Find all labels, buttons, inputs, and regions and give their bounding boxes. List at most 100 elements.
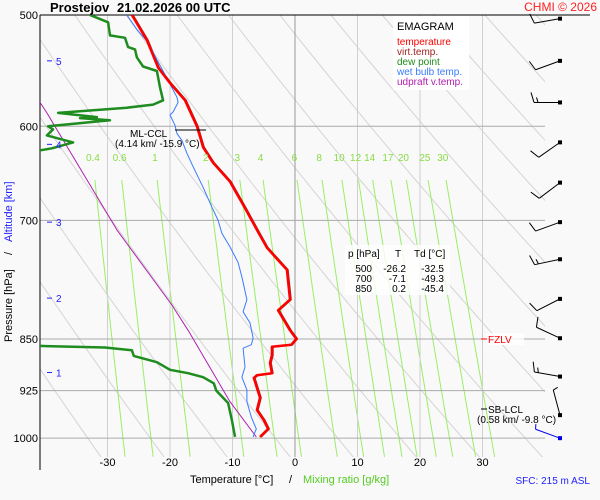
temperature-tick-label: 20 [414,457,426,469]
dry-adiabat-line [432,15,545,141]
wind-barb-half [553,386,558,391]
wind-barb [528,58,562,71]
temperature-tick-label: -20 [162,457,178,469]
mixing-ratio-label: 14 [364,153,376,164]
wind-barbs [528,13,562,441]
mixing-ratio-label: 2 [203,153,209,164]
legend-temperature: temperature [397,37,451,48]
wind-barb [529,255,562,266]
wind-barb-station-dot [558,100,562,105]
wind-barb [530,180,562,199]
wind-barb-staff [534,258,561,266]
mixing-ratio-label: 8 [316,153,322,164]
wind-barb-station-dot [558,296,562,301]
mixing-ratio-label: 25 [419,153,431,164]
wind-barb-station-dot [558,436,562,441]
credit: CHMI © 2026 [524,0,597,14]
axis-separator: / [3,251,15,255]
legend-updraft: udpraft v.temp. [397,77,463,88]
dry-adiabat-line [279,15,545,327]
x-axis-title-2: Mixing ratio [g/kg] [303,474,389,486]
wind-barb-staff [538,141,561,158]
wind-barb [532,361,562,379]
wind-barb [529,13,562,24]
table-cell: -32.5 [421,264,444,275]
wind-barb-full [532,361,535,373]
legend-virt-temp: virt.temp. [397,47,438,58]
table-cell: 500 [355,264,372,275]
table-cell: 700 [355,274,372,285]
wind-barb [535,316,562,341]
wind-barb-half [537,367,539,373]
dry-adiabat-line [564,0,600,474]
pressure-tick-label: 850 [20,334,38,346]
legend-title: EMAGRAM [397,21,454,33]
updraft-virtual-temp-line [40,102,257,438]
table-cell: 0.2 [392,284,406,295]
mixing-ratio-label: 1 [152,153,158,164]
station-title: Prostejov [50,0,110,15]
mixing-ratio-label: 0.4 [86,153,100,164]
pressure-tick-label: 500 [20,10,38,22]
wind-barb-full [530,92,535,103]
temperature-tick-label: -30 [100,457,116,469]
wind-barb-full [535,316,539,328]
legend-dew-point: dew point [397,57,440,68]
mixing-ratio-label: 17 [382,153,394,164]
table-header-t: T [395,249,401,260]
mixing-ratio-label: 4 [258,153,264,164]
dry-adiabat-line [74,15,417,457]
wind-barb-station-dot [558,58,562,63]
altitude-tick-label: 3 [56,218,62,229]
mixing-ratio-label: 10 [334,153,346,164]
y-axis-title: Pressure [hPa] / Altitude [km] [3,181,15,342]
mixing-ratio-line [296,179,338,457]
wind-barb-staff [535,60,561,71]
table-cell: 850 [355,284,372,295]
wind-barb-staff [536,326,561,339]
axis-separator: / [289,474,293,486]
axis-ticks: 0.4 0.6 1 2 3 4 6 8 10 12 14 17 20 25 3050060070085092… [14,10,489,469]
table-cell: -26.2 [383,264,406,275]
dry-adiabat-line [40,116,291,457]
pressure-tick-label: 1000 [14,433,38,445]
wind-barb [552,386,562,418]
mixing-ratio-label: 6 [292,153,298,164]
legend: EMAGRAM temperature virt.temp. dew point… [393,16,469,90]
table-header-p: p [hPa] [348,249,380,260]
wind-barb-staff [535,428,561,439]
mixing-ratio-line [239,179,278,457]
mixing-ratio-line [121,179,154,457]
wind-barb-staff [536,298,561,312]
wind-barb-full [529,255,536,265]
mixing-ratio-label: 30 [437,153,449,164]
x-axis-title: Temperature [°C] [190,474,273,486]
legend-wet-bulb: wet bulb temp. [396,67,462,78]
table-header-td: Td [°C] [414,249,445,260]
wind-barb [528,220,562,232]
wind-barb-half [536,97,539,103]
ml-ccl-value: (4.14 km/ -15.9 °C) [115,139,200,150]
ml-ccl-label: ML-CCL [130,129,168,140]
table-cell: -7.1 [389,274,407,285]
pressure-tick-label: 700 [20,215,38,227]
mixing-ratio-label: 12 [350,153,362,164]
wind-barb [530,92,562,105]
profiles [40,15,299,438]
sb-lcl-value: (0.58 km/ -9.8 °C) [477,415,556,426]
dry-adiabat-line [381,15,545,202]
wind-barb-staff [534,18,561,24]
wind-barb-station-dot [558,374,562,379]
mixing-ratio-line [156,179,191,457]
mixing-ratio-label: 0.6 [113,153,127,164]
sfc-label: SFC: 215 m ASL [516,476,591,487]
wind-barb-full [530,191,540,199]
wind-barb-station-dot [558,413,562,418]
altitude-tick-label: 1 [56,368,62,379]
y-axis-title-altitude: Altitude [km] [3,181,15,242]
wind-barb-station-dot [558,257,562,262]
wind-barb [529,296,562,312]
dry-adiabat-line [40,368,102,457]
